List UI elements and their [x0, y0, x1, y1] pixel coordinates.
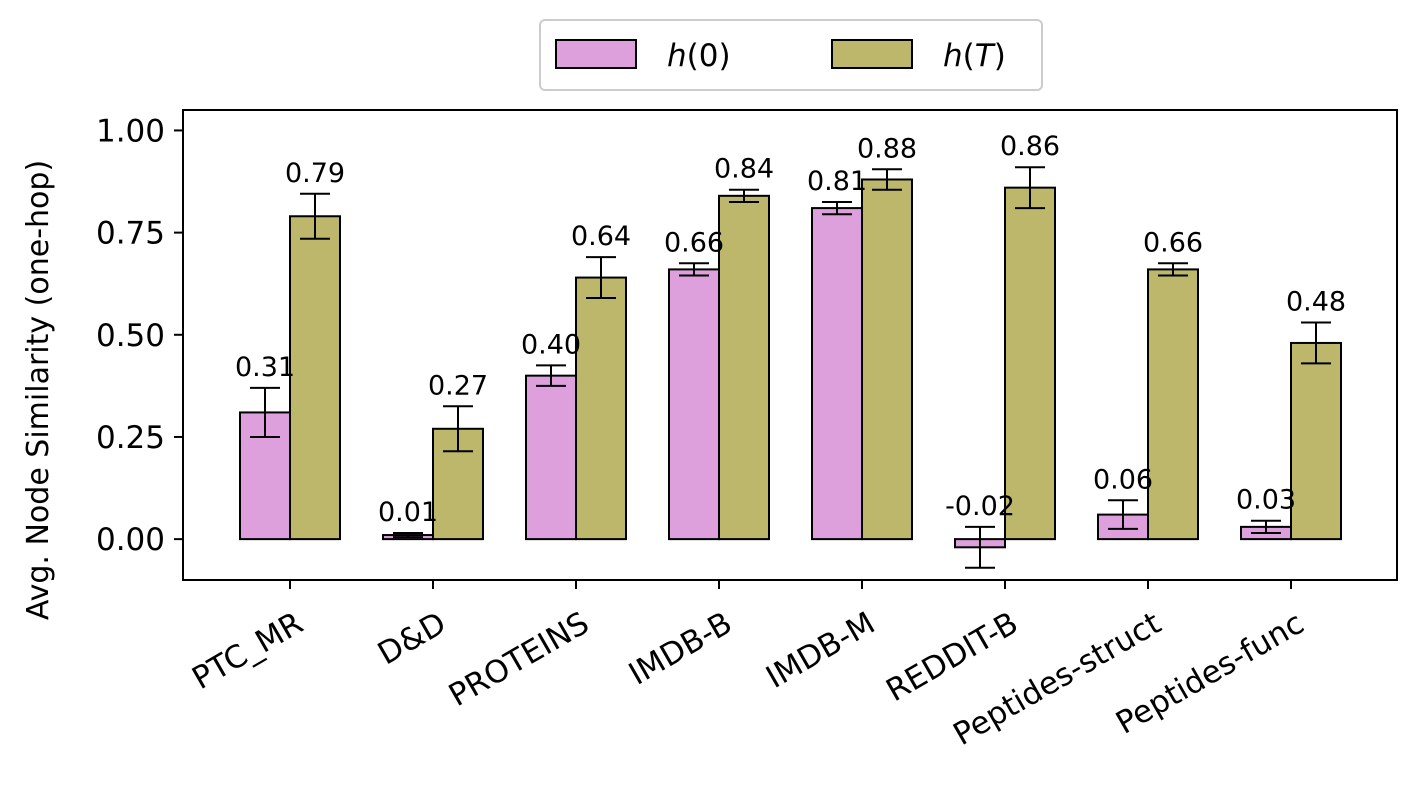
x-tick-label-1: D&D — [372, 605, 452, 672]
legend-label-hT: h(T) — [943, 38, 1006, 74]
value-label-hT-3: 0.84 — [714, 154, 774, 185]
value-label-hT-7: 0.48 — [1286, 287, 1346, 318]
bar-hT-6 — [1147, 268, 1199, 541]
value-label-hT-0: 0.79 — [285, 158, 345, 189]
bar-hT-7 — [1290, 341, 1342, 541]
value-label-hT-5: 0.86 — [1000, 131, 1060, 162]
value-label-h0-4: 0.81 — [807, 166, 867, 197]
legend-swatch-h0 — [555, 39, 637, 69]
value-label-h0-5: -0.02 — [945, 491, 1015, 522]
error-bars-layer — [250, 166, 1331, 569]
value-label-h0-2: 0.40 — [521, 329, 581, 360]
legend-swatch-hT — [831, 39, 913, 69]
bar-hT-5 — [1004, 186, 1056, 541]
value-label-h0-6: 0.06 — [1093, 464, 1153, 495]
x-tick-label-4: IMDB-M — [760, 605, 881, 696]
value-labels-layer: 0.31 0.79 0.01 0.27 0.40 0.64 0.66 0.84 0.810.88… — [235, 131, 1346, 528]
x-tick-label-2: PROTEINS — [443, 605, 595, 714]
legend: h(0) h(T) — [539, 19, 1043, 91]
value-label-hT-4: 0.88 — [857, 133, 917, 164]
y-axis-label: Avg. Node Similarity (one-hop) — [21, 160, 56, 620]
y-axis: 0.00 0.25 0.50 0.75 1.00 — [96, 113, 183, 558]
value-label-h0-0: 0.31 — [235, 352, 295, 383]
bar-hT-0 — [289, 215, 341, 541]
plot-area-frame — [182, 109, 1398, 581]
value-label-hT-1: 0.27 — [428, 370, 488, 401]
legend-label-h0: h(0) — [667, 38, 731, 74]
y-tick-label-2: 0.50 — [96, 318, 165, 354]
bar-h0-3 — [668, 268, 720, 541]
x-tick-label-3: IMDB-B — [623, 605, 738, 692]
x-tick-label-0: PTC_MR — [186, 605, 309, 697]
bar-h0-4 — [811, 207, 863, 541]
y-tick-label-4: 1.00 — [96, 113, 165, 149]
value-label-h0-1: 0.01 — [378, 497, 438, 528]
y-tick-label-1: 0.25 — [96, 420, 165, 456]
y-tick-label-0: 0.00 — [96, 522, 165, 558]
bar-h0-2 — [525, 374, 577, 541]
y-tick-label-3: 0.75 — [96, 216, 165, 252]
bar-hT-3 — [718, 194, 770, 541]
value-label-hT-2: 0.64 — [571, 221, 631, 252]
legend-box — [539, 19, 1043, 91]
value-label-h0-7: 0.03 — [1236, 485, 1296, 516]
bar-hT-4 — [861, 178, 913, 541]
value-label-hT-6: 0.66 — [1143, 227, 1203, 258]
value-label-h0-3: 0.66 — [664, 227, 724, 258]
bar-hT-2 — [575, 276, 627, 541]
